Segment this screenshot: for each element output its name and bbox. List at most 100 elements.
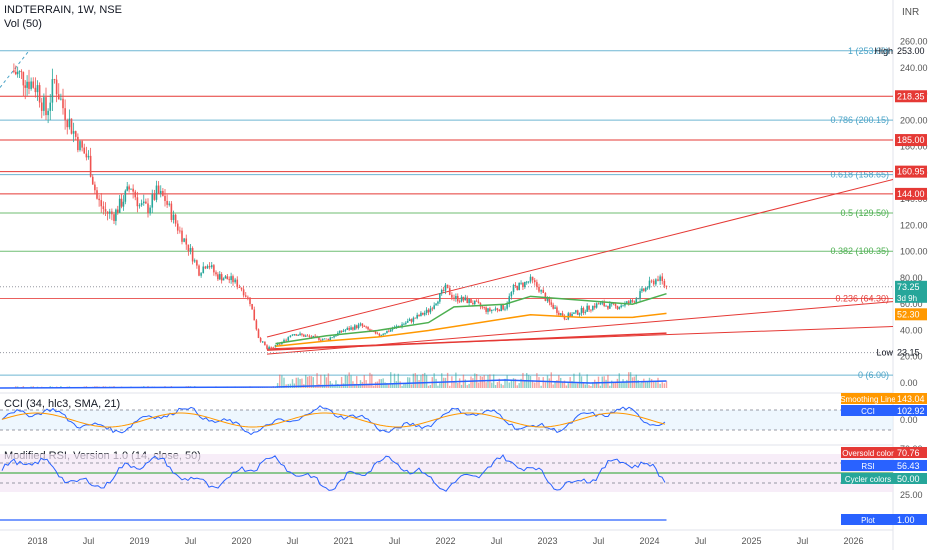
rsi-value: 56.43	[897, 461, 920, 471]
price-candle	[354, 325, 356, 330]
price-candle	[104, 209, 107, 212]
volume-bar	[565, 385, 568, 388]
volume-bar	[340, 377, 343, 388]
price-candle	[481, 306, 484, 308]
price-candle	[439, 293, 441, 302]
rsi-cycler-name-badge	[841, 473, 895, 484]
price-candle	[314, 335, 316, 337]
price-candle	[518, 282, 520, 290]
price-candle	[472, 302, 474, 305]
volume-bar	[468, 383, 470, 388]
price-candle	[374, 331, 377, 334]
fast-moving-average	[275, 292, 667, 345]
price-candle	[565, 319, 568, 320]
volume-bar	[291, 379, 294, 388]
price-candle	[323, 338, 326, 340]
price-candle	[301, 333, 303, 335]
price-candle	[217, 274, 219, 280]
volume-bar	[391, 384, 394, 388]
price-candle	[412, 317, 415, 322]
cci-band	[0, 410, 893, 430]
price-candle	[47, 110, 49, 116]
price-candle	[22, 72, 25, 86]
volume-bar	[437, 385, 439, 388]
volume-bar	[612, 381, 615, 388]
price-candle	[403, 323, 405, 325]
price-candle	[616, 305, 619, 309]
price-candle	[170, 203, 173, 220]
price-candle	[91, 176, 94, 185]
price-candle	[433, 305, 435, 309]
rsi-plot-value: 1.00	[897, 515, 915, 525]
price-candle	[87, 155, 90, 158]
price-candle	[663, 280, 666, 286]
time-axis-tick: 2021	[333, 536, 353, 546]
price-candle	[242, 289, 245, 296]
price-candle	[648, 280, 651, 288]
volume-bar	[483, 375, 485, 388]
volume-bar	[466, 385, 468, 388]
price-candle	[508, 296, 511, 305]
price-candle	[295, 334, 298, 336]
price-candle	[153, 194, 156, 200]
volume-bar	[357, 384, 360, 388]
price-candle	[629, 300, 632, 304]
price-candle	[429, 308, 432, 313]
price-candle	[361, 323, 364, 327]
cci-name: CCI	[861, 407, 875, 416]
price-candle	[312, 335, 315, 338]
volume-bar	[567, 383, 569, 388]
price-candle	[289, 335, 292, 338]
rsi-line	[1, 454, 666, 492]
price-candle	[504, 308, 506, 310]
price-candle	[74, 131, 77, 137]
volume-bar	[485, 382, 487, 388]
volume-bar	[395, 381, 398, 388]
price-candle	[573, 312, 575, 314]
price-candle	[130, 188, 132, 190]
price-candle	[391, 328, 394, 330]
price-candle	[325, 338, 328, 340]
fib-level-label: 0.618 (158.65)	[830, 170, 889, 180]
price-candle	[113, 214, 115, 221]
volume-bar	[534, 382, 536, 388]
volume-bar	[618, 373, 620, 388]
rsi-oversold-name: Oversold color	[842, 449, 894, 458]
volume-bar	[60, 386, 62, 388]
price-candle	[222, 278, 225, 281]
price-candle	[145, 201, 147, 204]
price-candle	[661, 276, 664, 281]
price-candle	[538, 286, 540, 292]
fib-level-label: 0.786 (200.15)	[830, 115, 889, 125]
volume-bar	[446, 372, 449, 388]
price-candle	[38, 85, 41, 103]
volume-bar	[329, 381, 331, 388]
volume-bar	[457, 382, 459, 388]
volume-bar	[433, 373, 435, 388]
price-candle	[70, 118, 73, 134]
volume-bar	[414, 373, 416, 388]
price-candle	[622, 305, 624, 307]
price-candle	[149, 207, 151, 214]
price-axis-tick: 0.00	[900, 378, 918, 388]
price-candle	[641, 288, 643, 292]
volume-bar	[327, 373, 330, 388]
volume-bar	[586, 374, 588, 388]
time-axis-tick: Jul	[389, 536, 401, 546]
price-candle	[200, 273, 202, 276]
price-candle	[94, 184, 96, 191]
volume-bar	[316, 373, 318, 388]
price-candle	[466, 297, 469, 303]
price-candle	[397, 325, 400, 327]
volume-bar	[458, 378, 461, 388]
volume-bar	[281, 375, 283, 388]
rsi-plot-value-badge	[895, 514, 927, 525]
price-candle	[531, 276, 534, 281]
price-candle	[36, 85, 39, 93]
volume-bar	[556, 380, 558, 388]
price-candle	[259, 337, 262, 342]
price-candle	[473, 300, 476, 305]
price-candle	[492, 309, 495, 311]
price-candle	[389, 329, 392, 332]
